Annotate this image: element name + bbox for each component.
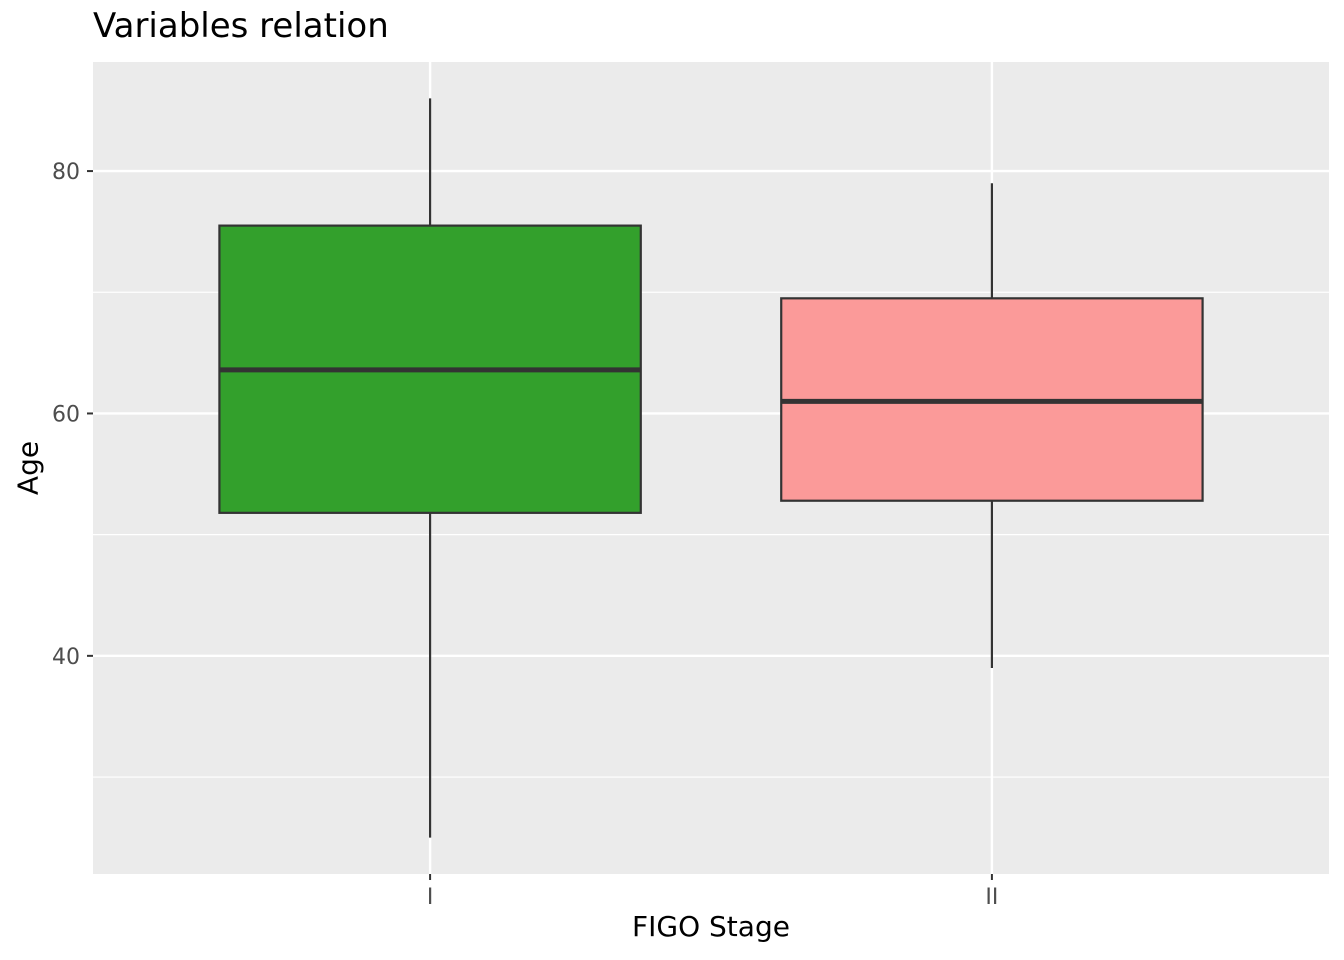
chart-title: Variables relation [93,6,389,46]
boxplot-I [218,98,642,838]
y-tick-label: 40 [52,645,80,670]
y-tick-label: 60 [52,402,80,427]
boxplot-II [780,183,1204,668]
y-axis-label: Age [11,440,45,496]
x-tick-label: I [427,885,434,910]
boxplots [218,98,1204,838]
y-tick-label: 80 [52,160,80,185]
x-axis-label: FIGO Stage [632,910,790,943]
y-axis: 40 60 80 [52,160,93,670]
x-tick-label: II [985,885,998,910]
x-axis: I II [427,874,998,910]
